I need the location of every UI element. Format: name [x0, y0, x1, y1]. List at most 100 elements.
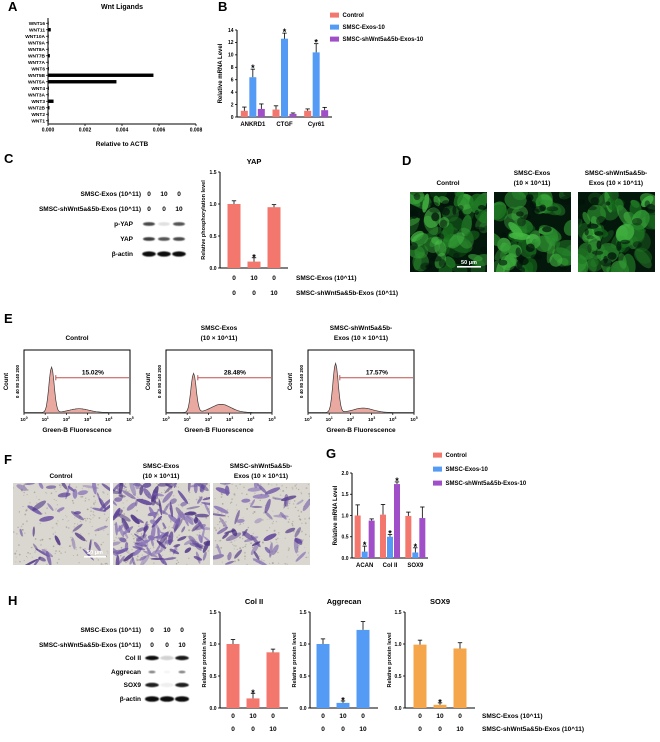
legend-swatch — [433, 452, 442, 458]
bar — [48, 28, 51, 32]
blot-band — [157, 251, 171, 257]
category-label: WNT7A — [28, 60, 46, 66]
svg-text:0: 0 — [231, 115, 234, 121]
chart-title: Aggrecan — [327, 597, 362, 606]
svg-text:100: 100 — [20, 416, 27, 423]
blot-band — [173, 237, 185, 241]
blot-band — [145, 696, 159, 702]
svg-text:0: 0 — [231, 713, 235, 720]
svg-text:10: 10 — [269, 726, 277, 733]
svg-text:1.5: 1.5 — [342, 492, 349, 498]
bar — [246, 698, 260, 708]
svg-text:1.0: 1.0 — [210, 202, 217, 208]
bar — [354, 515, 361, 558]
svg-text:0: 0 — [162, 206, 166, 213]
category-label: WNT5A — [28, 79, 46, 85]
svg-text:103: 103 — [84, 416, 91, 423]
svg-text:0.004: 0.004 — [116, 128, 129, 134]
blot-row-label: p-YAP — [114, 221, 134, 228]
y-tick-labels: 0 40 80 140 200 — [157, 364, 162, 398]
bar — [240, 110, 248, 117]
bar — [48, 112, 49, 116]
svg-text:100: 100 — [304, 416, 311, 423]
scale-bar-label: 50 μm — [87, 550, 103, 556]
bar — [226, 644, 240, 708]
bar — [272, 109, 280, 117]
y-axis-label: Relative protein level — [292, 632, 298, 687]
fluorescence-image — [494, 192, 571, 272]
bar — [267, 207, 281, 268]
bar — [48, 119, 49, 123]
bar — [48, 34, 49, 38]
panel-letter-d: D — [402, 153, 412, 168]
fluorescence-image — [410, 192, 487, 272]
svg-text:102: 102 — [63, 416, 70, 423]
svg-text:1.0: 1.0 — [300, 642, 307, 648]
svg-text:0: 0 — [165, 642, 169, 649]
svg-text:103: 103 — [226, 416, 233, 423]
y-axis-label: Relative mRNA Level — [218, 43, 224, 103]
blot-band — [163, 670, 171, 674]
chart-title: Wnt Ligands — [101, 4, 143, 11]
svg-text:1.5: 1.5 — [210, 170, 217, 176]
svg-text:0: 0 — [147, 206, 151, 213]
category-label: WNT3A — [28, 92, 46, 98]
svg-text:0.0: 0.0 — [210, 266, 217, 272]
bar — [48, 86, 49, 90]
category-label: Col II — [383, 563, 398, 569]
bar — [247, 261, 261, 268]
svg-text:105: 105 — [410, 416, 417, 423]
panel-letter-f: F — [4, 452, 12, 467]
bar — [289, 113, 297, 117]
svg-text:0: 0 — [177, 191, 181, 198]
dose-row-label: SMSC-shWnt5a&5b-Exos (10^11) — [482, 725, 584, 733]
svg-text:0.5: 0.5 — [300, 674, 307, 680]
svg-text:0.000: 0.000 — [42, 128, 55, 134]
plot-title: Control — [65, 335, 88, 342]
bar — [227, 204, 241, 268]
svg-text:*: * — [314, 38, 318, 48]
dose-row-label: SMSC-Exos (10^11) — [482, 712, 543, 720]
y-axis-label: Count — [288, 373, 294, 390]
svg-text:*: * — [251, 688, 255, 698]
svg-text:*: * — [414, 542, 418, 552]
category-label: WNT8A — [28, 47, 46, 53]
panel-g-mrna-chart: Relative mRNA Level 0.0 0.5 1.0 1.5 2.0 ACAN * C… — [333, 452, 527, 569]
svg-text:1.5: 1.5 — [395, 610, 402, 616]
y-axis-label: Relative protein level — [202, 632, 208, 687]
bar — [48, 67, 49, 71]
bar — [321, 110, 329, 117]
svg-text:10: 10 — [250, 275, 258, 282]
svg-text:2.0: 2.0 — [342, 471, 349, 477]
svg-text:0.006: 0.006 — [153, 128, 166, 134]
svg-text:103: 103 — [368, 416, 375, 423]
bar — [419, 518, 426, 558]
plot-title: SMSC-shWnt5a&5b- — [330, 325, 392, 332]
blot-condition-label: SMSC-Exos (10^11) — [80, 190, 141, 198]
blot-row-label: β-actin — [120, 696, 141, 703]
bar — [312, 52, 320, 117]
panel-letter-h: H — [8, 593, 18, 608]
panel-c-yap-blot-and-chart: SMSC-Exos (10^11) 0 10 0 SMSC-shWnt5a&5b-Exo… — [39, 157, 398, 297]
transwell-image — [213, 483, 310, 565]
panel-letter-b: B — [218, 0, 228, 14]
svg-text:0: 0 — [150, 627, 154, 634]
bar — [48, 73, 154, 77]
svg-text:0: 0 — [251, 726, 255, 733]
svg-text:105: 105 — [268, 416, 275, 423]
gate-percentage: 28.48% — [224, 370, 246, 377]
bar — [48, 99, 54, 103]
image-title: Control — [49, 473, 72, 480]
scale-bar-label: 50 μm — [461, 260, 477, 266]
bar — [336, 702, 350, 708]
category-label: WNT2B — [28, 105, 46, 111]
bar — [48, 80, 117, 84]
svg-text:*: * — [341, 695, 345, 705]
category-label: WNT7B — [28, 53, 46, 59]
blot-condition-label: SMSC-shWnt5a&5b-Exos (10^11) — [39, 641, 141, 649]
svg-text:10: 10 — [359, 726, 367, 733]
y-axis-label: Count — [146, 373, 152, 390]
panel-letter-g: G — [326, 446, 337, 461]
svg-text:0.5: 0.5 — [210, 234, 217, 240]
